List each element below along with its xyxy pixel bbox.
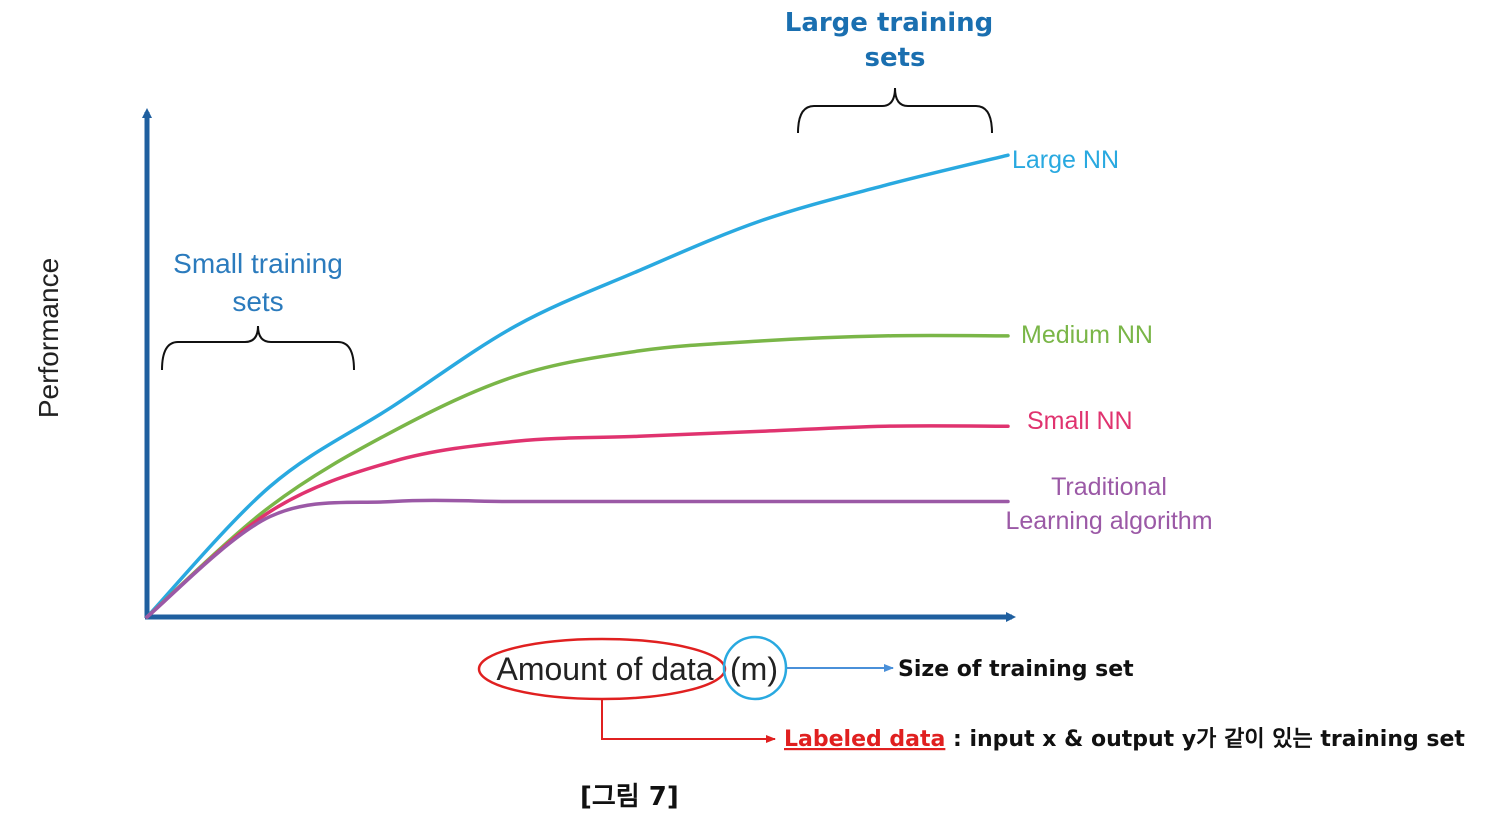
x-axis-unit: (m) bbox=[730, 651, 778, 687]
m-note: Size of training set bbox=[898, 657, 1134, 682]
figure-caption: [그림 7] bbox=[580, 782, 679, 812]
small-sets-label-line1: Small training bbox=[173, 248, 343, 279]
small-sets-brace bbox=[161, 325, 355, 371]
small-sets-label-line2: sets bbox=[232, 286, 283, 317]
series-line-large-nn bbox=[145, 153, 1010, 619]
large-sets-label-line1: Large training bbox=[785, 8, 993, 38]
labeled-arrow bbox=[601, 699, 776, 743]
x-axis-label: Amount of data bbox=[496, 651, 713, 687]
y-axis-label: Performance bbox=[33, 258, 64, 418]
series-label-traditional-line1: Traditional bbox=[1051, 473, 1167, 501]
series-line-traditional-learning-algorithm bbox=[145, 498, 1010, 619]
large-sets-label-line2: sets bbox=[864, 43, 925, 73]
labeled-data-link: Labeled data bbox=[784, 727, 945, 752]
series-line-small-nn bbox=[145, 424, 1010, 619]
series-label-large-nn: Large NN bbox=[1012, 146, 1119, 174]
series-label-small-nn: Small NN bbox=[1027, 407, 1133, 435]
large-sets-brace bbox=[797, 87, 993, 134]
m-highlight bbox=[722, 635, 788, 701]
labeled-note: Labeled data : input x & output y가 같이 있는… bbox=[784, 727, 1465, 752]
labeled-data-desc: : input x & output y가 같이 있는 training set bbox=[945, 727, 1465, 752]
series-line-medium-nn bbox=[145, 333, 1010, 619]
series-label-medium-nn: Medium NN bbox=[1021, 321, 1153, 349]
series-group bbox=[145, 153, 1010, 619]
series-label-traditional-line2: Learning algorithm bbox=[1005, 507, 1212, 535]
